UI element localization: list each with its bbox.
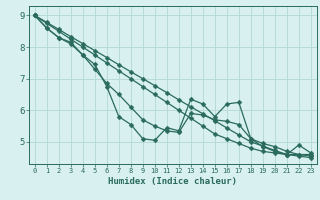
X-axis label: Humidex (Indice chaleur): Humidex (Indice chaleur) — [108, 177, 237, 186]
